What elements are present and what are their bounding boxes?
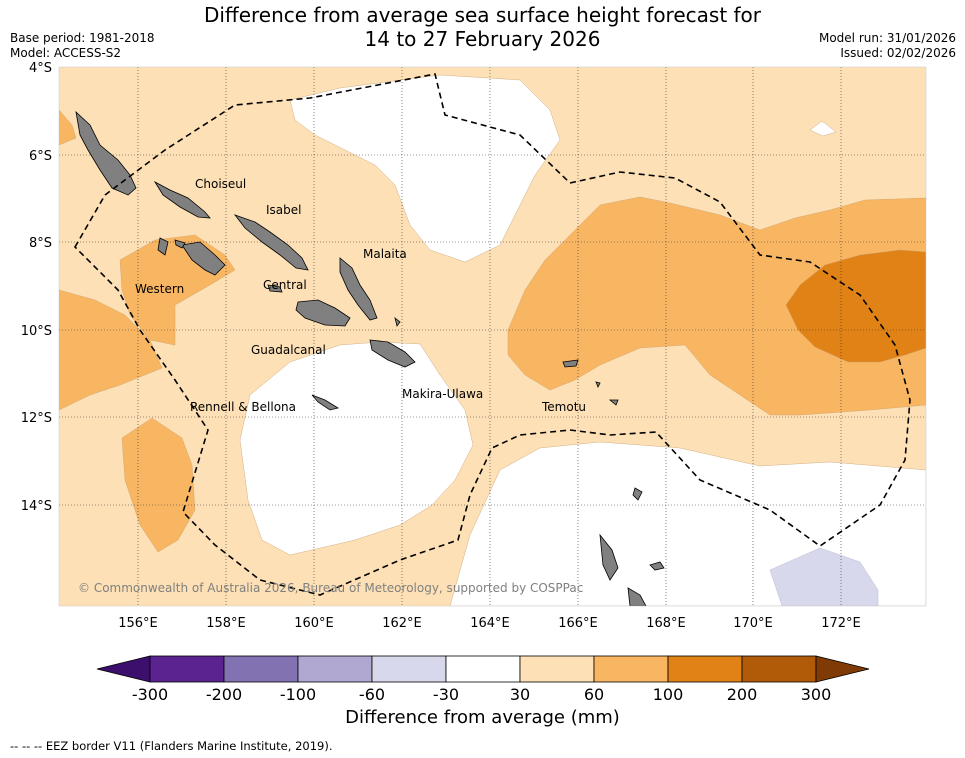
- colorbar-extend-high: [815, 655, 870, 683]
- lat-label: 8°S: [29, 236, 52, 251]
- santa-isabel-island: [233, 214, 309, 271]
- small-island-3: [595, 381, 601, 388]
- colorbar-title: Difference from average (mm): [345, 707, 620, 728]
- small-island-6: [394, 316, 401, 327]
- colorbar-cell: [667, 655, 743, 683]
- lat-label: 6°S: [29, 149, 52, 164]
- anomaly-60-100-west: [59, 289, 163, 411]
- eez-border: [74, 73, 911, 596]
- new-georgia-island: [181, 241, 226, 276]
- anomaly-100-200-east: [785, 249, 926, 363]
- land-masses: [75, 110, 665, 606]
- colorbar-tick: 100: [653, 685, 684, 704]
- neutral-region-south: [239, 341, 474, 556]
- colorbar-tick: -60: [359, 685, 385, 704]
- label-malaita: Malaita: [363, 247, 407, 261]
- lon-label: 156°E: [118, 616, 158, 631]
- colorbar-cell: [593, 655, 669, 683]
- colorbar: [96, 655, 870, 683]
- lon-label: 158°E: [206, 616, 246, 631]
- espiritu-santo-island: [627, 587, 647, 606]
- colorbar-tick: 300: [801, 685, 832, 704]
- small-island-4: [608, 399, 619, 406]
- lon-label: 170°E: [733, 616, 773, 631]
- lon-label: 172°E: [821, 616, 861, 631]
- nendo-island: [562, 359, 579, 368]
- colorbar-cell: [149, 655, 225, 683]
- label-temotu: Temotu: [541, 400, 586, 414]
- lon-label: 166°E: [558, 616, 598, 631]
- colorbar-tick: -30: [433, 685, 459, 704]
- neutral-region-north: [289, 74, 561, 263]
- colorbar-tick: -300: [132, 685, 168, 704]
- central-islands: [267, 284, 283, 293]
- colorbar-tick: 200: [727, 685, 758, 704]
- colorbar-tick: -100: [280, 685, 316, 704]
- map-frame: [58, 66, 927, 607]
- label-guadalcanal: Guadalcanal: [251, 343, 326, 357]
- bougainville-island: [75, 110, 137, 196]
- label-makira-ulawa: Makira-Ulawa: [402, 387, 483, 401]
- label-rennell-bellona: Rennell & Bellona: [190, 400, 296, 414]
- lon-label: 162°E: [382, 616, 422, 631]
- meta-left: Base period: 1981-2018 Model: ACCESS-S2: [10, 31, 155, 61]
- colorbar-cell: [741, 655, 817, 683]
- small-island-2: [649, 561, 665, 571]
- colorbar-ticks: -300 -200 -100 -60 -30 30 60 100 200 300: [132, 685, 831, 704]
- colorbar-tick: -200: [206, 685, 242, 704]
- malaita-island: [339, 257, 378, 321]
- colorbar-cell: [445, 655, 521, 683]
- lat-label: 14°S: [21, 499, 52, 514]
- neutral-region-small: [809, 120, 837, 137]
- lon-label: 164°E: [470, 616, 510, 631]
- rennell-island: [311, 394, 340, 411]
- lat-label: 12°S: [21, 411, 52, 426]
- anomaly-60-100-east: [507, 196, 926, 416]
- longitude-labels: 156°E 158°E 160°E 162°E 164°E 166°E 168°…: [118, 616, 861, 631]
- province-labels: Choiseul Isabel Malaita Western Central …: [135, 177, 586, 414]
- colorbar-cell: [297, 655, 373, 683]
- grid-lines: [59, 67, 926, 606]
- anomaly-neg-30-60-southeast: [769, 547, 879, 606]
- label-central: Central: [263, 278, 307, 292]
- label-isabel: Isabel: [266, 203, 301, 217]
- base-period: Base period: 1981-2018: [10, 31, 155, 45]
- makira-island: [369, 339, 416, 368]
- latitude-labels: 4°S 6°S 8°S 10°S 12°S 14°S: [21, 61, 52, 514]
- lon-label: 160°E: [294, 616, 334, 631]
- colorbar-cell: [371, 655, 447, 683]
- eez-legend-note: -- -- -- EEZ border V11 (Flanders Marine…: [10, 739, 333, 753]
- lat-label: 10°S: [21, 324, 52, 339]
- anomaly-60-100-south: [121, 417, 196, 553]
- colorbar-cell: [519, 655, 595, 683]
- model-name: Model: ACCESS-S2: [10, 46, 122, 60]
- colorbar-tick: 30: [510, 685, 530, 704]
- choiseul-island: [153, 180, 211, 219]
- model-run: Model run: 31/01/2026: [818, 31, 956, 45]
- lon-label: 168°E: [646, 616, 686, 631]
- small-island-1: [632, 487, 643, 501]
- vella-lavella-island: [157, 237, 169, 256]
- copyright-notice: © Commonwealth of Australia 2026, Bureau…: [78, 581, 583, 595]
- lat-label: 4°S: [29, 61, 52, 76]
- vanua-lava-island: [599, 533, 619, 581]
- guadalcanal-island: [295, 299, 351, 327]
- colorbar-tick: 60: [584, 685, 604, 704]
- map-title-line2: 14 to 27 February 2026: [364, 27, 601, 51]
- map-area: © Commonwealth of Australia 2026, Bureau…: [59, 67, 926, 606]
- anomaly-60-100-northwest: [59, 109, 77, 146]
- meta-right: Model run: 31/01/2026 Issued: 02/02/2026: [819, 31, 956, 61]
- colorbar-extend-low: [96, 655, 151, 683]
- map-title-line1: Difference from average sea surface heig…: [203, 3, 762, 27]
- label-western: Western: [135, 282, 184, 296]
- small-island-5: [174, 239, 186, 249]
- issued-date: Issued: 02/02/2026: [840, 46, 956, 60]
- colorbar-cell: [223, 655, 299, 683]
- label-choiseul: Choiseul: [195, 177, 246, 191]
